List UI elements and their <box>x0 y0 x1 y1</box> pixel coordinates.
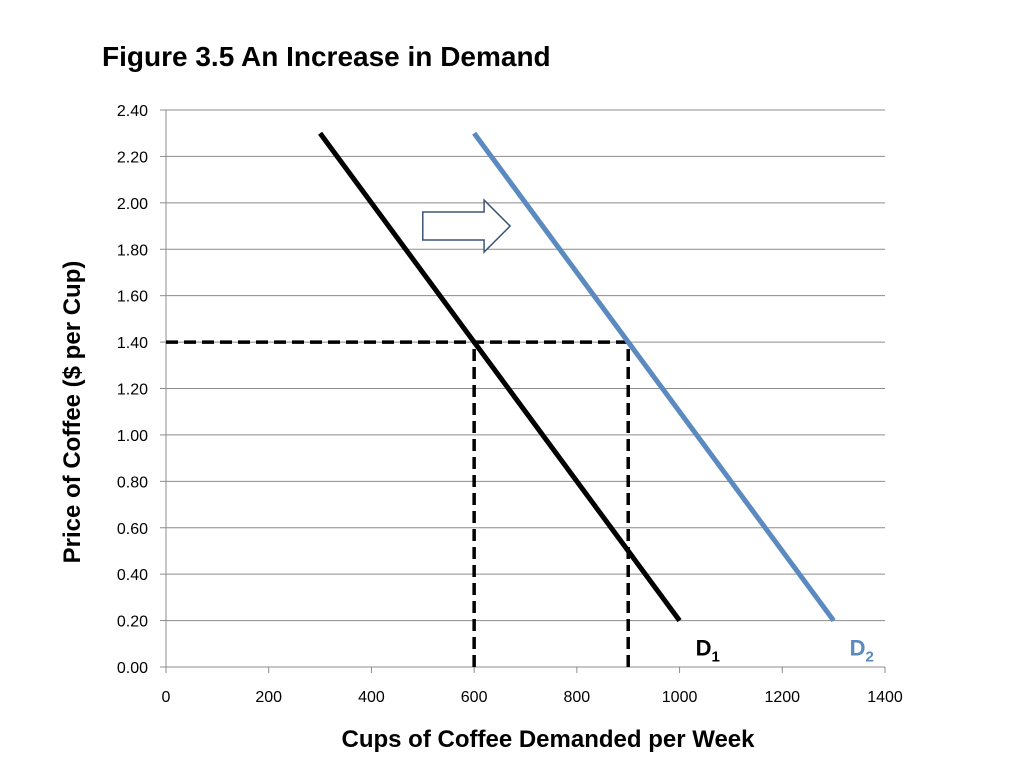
right-arrow-icon <box>422 198 512 254</box>
y-tick-label: 1.20 <box>117 382 148 399</box>
demand-curves <box>318 131 836 623</box>
axes <box>160 109 886 673</box>
shift-arrow <box>422 198 512 254</box>
x-axis-title: Cups of Coffee Demanded per Week <box>342 726 756 753</box>
y-tick-label: 0.80 <box>117 474 148 491</box>
reference-lines <box>166 340 630 667</box>
x-tick-label: 600 <box>461 689 488 706</box>
y-tick-label: 1.60 <box>117 289 148 306</box>
x-tick-label: 400 <box>358 689 385 706</box>
y-tick-label: 2.20 <box>117 149 148 166</box>
x-tick-label: 1200 <box>764 689 800 706</box>
y-tick-label: 1.40 <box>117 335 148 352</box>
curve-label-d2: D2 <box>850 636 874 666</box>
x-tick-label: 1400 <box>867 689 903 706</box>
y-tick-label: 0.60 <box>117 521 148 538</box>
curve-labels: D1 D2 <box>696 636 874 666</box>
y-tick-label: 1.00 <box>117 428 148 445</box>
demand-curve-d2 <box>472 131 836 623</box>
y-tick-label: 1.80 <box>117 242 148 259</box>
x-tick-label: 200 <box>255 689 282 706</box>
y-tick-label: 2.00 <box>117 196 148 213</box>
x-tick-labels: 0 200 400 600 800 1000 1200 1400 <box>162 689 903 706</box>
x-tick-label: 800 <box>564 689 591 706</box>
y-tick-label: 2.40 <box>117 103 148 120</box>
y-axis-title: Price of Coffee ($ per Cup) <box>59 261 86 564</box>
y-tick-label: 0.00 <box>117 660 148 677</box>
x-tick-label: 0 <box>162 689 171 706</box>
demand-curve-d1 <box>318 131 682 623</box>
x-tick-label: 1000 <box>662 689 698 706</box>
grid-lines <box>166 109 885 622</box>
curve-label-d1: D1 <box>696 636 720 666</box>
y-tick-labels: 0.00 0.20 0.40 0.60 0.80 1.00 1.20 1.40 1.60 1.80… <box>117 103 148 677</box>
chart-title: Figure 3.5 An Increase in Demand <box>102 41 551 72</box>
y-tick-label: 0.40 <box>117 567 148 584</box>
y-tick-label: 0.20 <box>117 614 148 631</box>
